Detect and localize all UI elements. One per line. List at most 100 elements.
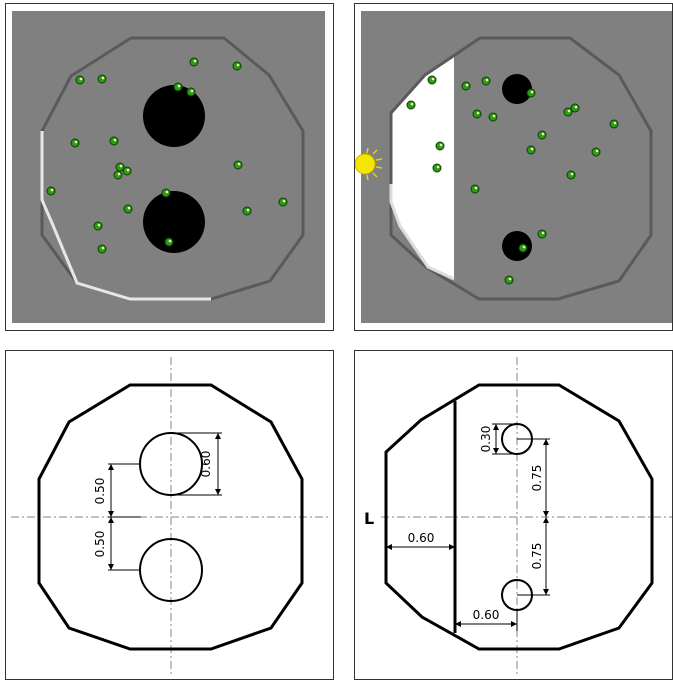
simulation-canvas xyxy=(355,11,672,323)
particle xyxy=(46,186,56,196)
particle-highlight xyxy=(567,109,571,113)
particle xyxy=(70,138,80,148)
particle xyxy=(609,119,619,129)
particle-highlight xyxy=(465,83,469,87)
particle xyxy=(164,237,174,247)
particle xyxy=(232,61,242,71)
particle-highlight xyxy=(119,164,123,168)
dimension-hole-diameter: 0.60 xyxy=(199,451,213,478)
particle-highlight xyxy=(410,102,414,106)
light-zone xyxy=(391,56,454,279)
particle xyxy=(233,160,243,170)
particle xyxy=(173,82,183,92)
dimension-hole-diameter: 0.30 xyxy=(479,426,493,453)
particle-highlight xyxy=(508,277,512,281)
particle xyxy=(97,74,107,84)
particle-highlight xyxy=(117,172,121,176)
particle xyxy=(435,141,445,151)
particle-highlight xyxy=(530,147,534,151)
simulation-panel-two-large-holes xyxy=(5,3,334,331)
particle xyxy=(427,75,437,85)
sim-background xyxy=(12,11,325,323)
particle xyxy=(113,170,123,180)
particle xyxy=(537,130,547,140)
particle xyxy=(481,76,491,86)
diagram-canvas: L 0.30 0.75 0.75 0.60 0.60 xyxy=(364,357,672,675)
diagram-canvas: 0.60 0.50 0.50 xyxy=(11,357,330,675)
dimension-hole-x-offset: 0.60 xyxy=(473,608,500,622)
arena-wall-light xyxy=(389,184,455,281)
particle xyxy=(461,81,471,91)
particle xyxy=(570,103,580,113)
particle-highlight xyxy=(595,149,599,153)
particle xyxy=(526,88,536,98)
arena-wall-light xyxy=(40,131,211,301)
sun-lamp-icon xyxy=(355,147,383,181)
arena-outline xyxy=(384,383,654,651)
dimension-lower-offset: 0.50 xyxy=(93,531,107,558)
particle-highlight xyxy=(474,186,478,190)
particle-highlight xyxy=(177,84,181,88)
particle-highlight xyxy=(237,162,241,166)
particle-highlight xyxy=(439,143,443,147)
particle-highlight xyxy=(236,63,240,67)
particle xyxy=(278,197,288,207)
particle-highlight xyxy=(101,76,105,80)
particle-highlight xyxy=(101,246,105,250)
light-source-label: L xyxy=(364,509,374,528)
hole xyxy=(502,231,532,261)
particle-highlight xyxy=(570,172,574,176)
dimension-lines xyxy=(386,423,550,631)
particle-highlight xyxy=(574,105,578,109)
arena-outline xyxy=(37,383,304,651)
particle xyxy=(563,107,573,117)
simulation-canvas xyxy=(12,11,325,323)
particle xyxy=(518,243,528,253)
particle xyxy=(472,109,482,119)
particle-highlight xyxy=(431,77,435,81)
particle xyxy=(537,229,547,239)
particle-highlight xyxy=(246,208,250,212)
particle-highlight xyxy=(613,121,617,125)
arena-wall-dark xyxy=(389,36,653,301)
particle-highlight xyxy=(113,138,117,142)
particle xyxy=(470,184,480,194)
particle xyxy=(75,75,85,85)
particle xyxy=(123,204,133,214)
particle-highlight xyxy=(50,188,54,192)
particle xyxy=(566,170,576,180)
dimension-upper-offset: 0.75 xyxy=(530,465,544,492)
particle xyxy=(161,188,171,198)
particle-highlight xyxy=(79,77,83,81)
centerline xyxy=(11,357,330,675)
hole xyxy=(502,74,532,104)
particle xyxy=(122,166,132,176)
particle-highlight xyxy=(436,165,440,169)
particle-highlight xyxy=(530,90,534,94)
particle-highlight xyxy=(485,78,489,82)
particle-highlight xyxy=(165,190,169,194)
dimension-lower-offset: 0.75 xyxy=(530,543,544,570)
dimension-diagram-light-zone: L 0.30 0.75 0.75 0.60 0.60 xyxy=(354,350,673,680)
centerline xyxy=(381,357,672,675)
particle xyxy=(432,163,442,173)
dimension-zone-width: 0.60 xyxy=(408,531,435,545)
particle-group xyxy=(46,57,288,254)
particle xyxy=(526,145,536,155)
particle-highlight xyxy=(190,89,194,93)
particle xyxy=(109,136,119,146)
particle-highlight xyxy=(168,239,172,243)
particle xyxy=(406,100,416,110)
particle-highlight xyxy=(97,223,101,227)
particle-highlight xyxy=(282,199,286,203)
particle-highlight xyxy=(476,111,480,115)
particle xyxy=(97,244,107,254)
simulation-panel-light-zone xyxy=(354,3,673,331)
dimension-diagram-two-holes: 0.60 0.50 0.50 xyxy=(5,350,334,680)
particle xyxy=(591,147,601,157)
particle-highlight xyxy=(541,231,545,235)
particle xyxy=(93,221,103,231)
dimension-upper-offset: 0.50 xyxy=(93,478,107,505)
particle-highlight xyxy=(74,140,78,144)
particle-highlight xyxy=(522,245,526,249)
